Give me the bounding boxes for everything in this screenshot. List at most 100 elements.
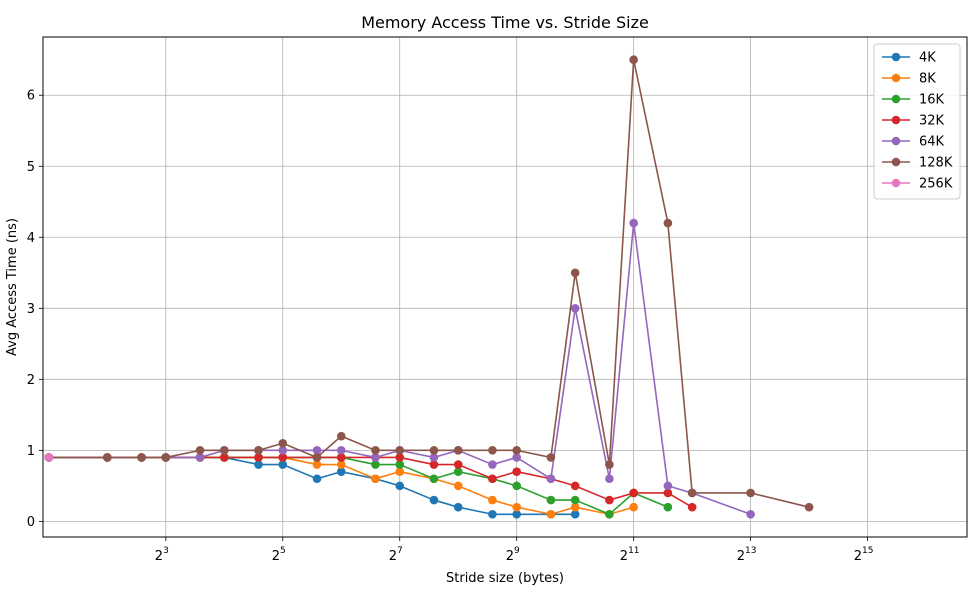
data-point — [546, 474, 556, 484]
legend-marker — [891, 136, 901, 146]
data-point — [512, 467, 521, 476]
x-tick-base: 2 — [506, 549, 514, 564]
data-point — [663, 481, 673, 491]
legend-marker — [891, 157, 901, 167]
data-point — [336, 446, 346, 455]
y-tick-label: 5 — [27, 160, 35, 175]
x-tick-base: 2 — [155, 549, 163, 564]
x-tick-label: 27 — [389, 546, 403, 564]
data-point — [371, 446, 380, 455]
data-point — [254, 446, 263, 455]
x-tick-label: 215 — [854, 546, 874, 564]
x-tick-exponent: 9 — [514, 546, 520, 556]
data-point — [371, 474, 380, 484]
plot-frame — [42, 36, 968, 538]
series-128K — [44, 55, 814, 512]
data-point — [395, 460, 405, 469]
x-tick-base: 2 — [272, 549, 280, 564]
data-point — [629, 488, 638, 498]
y-tick-label: 1 — [27, 444, 35, 459]
data-point — [336, 453, 346, 462]
legend-label: 128K — [919, 156, 953, 171]
data-point — [395, 446, 405, 455]
x-tick-exponent: 13 — [745, 546, 756, 556]
legend-item: 256K — [882, 177, 953, 192]
data-point — [746, 509, 755, 519]
data-point — [663, 502, 673, 512]
data-point — [429, 453, 439, 462]
data-point — [663, 218, 673, 228]
legend-marker — [891, 73, 901, 83]
data-point — [570, 502, 580, 512]
data-point — [687, 502, 697, 512]
data-point — [336, 460, 346, 469]
data-point — [605, 474, 614, 484]
x-tick-label: 213 — [737, 546, 757, 564]
data-point — [219, 453, 229, 462]
x-tick-base: 2 — [854, 549, 862, 564]
legend-marker — [891, 115, 901, 125]
data-point — [395, 453, 405, 462]
data-point — [278, 438, 288, 448]
y-tick-label: 0 — [27, 515, 35, 530]
legend-label: 64K — [919, 135, 945, 150]
legend-item: 8K — [882, 72, 936, 87]
data-point — [453, 467, 463, 476]
data-point — [512, 481, 521, 491]
data-point — [161, 453, 171, 462]
data-point — [570, 509, 580, 519]
data-point — [453, 502, 463, 512]
data-point — [570, 495, 580, 505]
data-point — [570, 268, 580, 278]
data-point — [488, 495, 497, 505]
x-tick-exponent: 15 — [862, 546, 873, 556]
data-point — [312, 446, 322, 455]
data-point — [570, 304, 580, 313]
data-point — [336, 467, 346, 476]
x-tick-base: 2 — [620, 549, 628, 564]
data-point — [371, 453, 380, 462]
data-point — [371, 460, 380, 469]
data-point — [804, 502, 814, 512]
data-point — [605, 495, 614, 505]
x-tick-label: 25 — [272, 546, 286, 564]
data-point — [429, 495, 439, 505]
legend-label: 32K — [919, 114, 945, 129]
data-point — [488, 509, 497, 519]
data-point — [278, 446, 288, 455]
data-point — [195, 446, 205, 455]
x-axis-title: Stride size (bytes) — [446, 571, 564, 586]
data-point — [488, 474, 497, 484]
data-point — [488, 446, 497, 455]
data-point — [429, 446, 439, 455]
legend-item: 32K — [882, 114, 945, 129]
data-point — [546, 495, 556, 505]
y-tick-label: 2 — [27, 373, 35, 388]
data-point — [663, 488, 673, 498]
data-point — [429, 474, 439, 484]
chart-title: Memory Access Time vs. Stride Size — [361, 13, 649, 32]
data-point — [488, 460, 497, 469]
data-point — [44, 453, 54, 462]
y-tick-label: 3 — [27, 302, 35, 317]
legend-item: 4K — [882, 51, 936, 66]
x-tick-exponent: 11 — [628, 546, 639, 556]
series-256K — [44, 453, 54, 462]
data-point — [336, 431, 346, 441]
data-point — [546, 453, 556, 462]
data-point — [605, 509, 614, 519]
x-tick-label: 29 — [506, 546, 520, 564]
data-point — [453, 460, 463, 469]
data-point — [103, 453, 112, 462]
x-tick-label: 23 — [155, 546, 169, 564]
data-point — [512, 502, 521, 512]
x-tick-exponent: 3 — [163, 546, 169, 556]
data-point — [512, 453, 521, 462]
series-layer — [44, 55, 814, 519]
x-tick-base: 2 — [389, 549, 397, 564]
legend-marker — [891, 94, 901, 104]
legend-item: 16K — [882, 93, 945, 108]
data-point — [395, 481, 405, 491]
data-point — [629, 55, 638, 65]
